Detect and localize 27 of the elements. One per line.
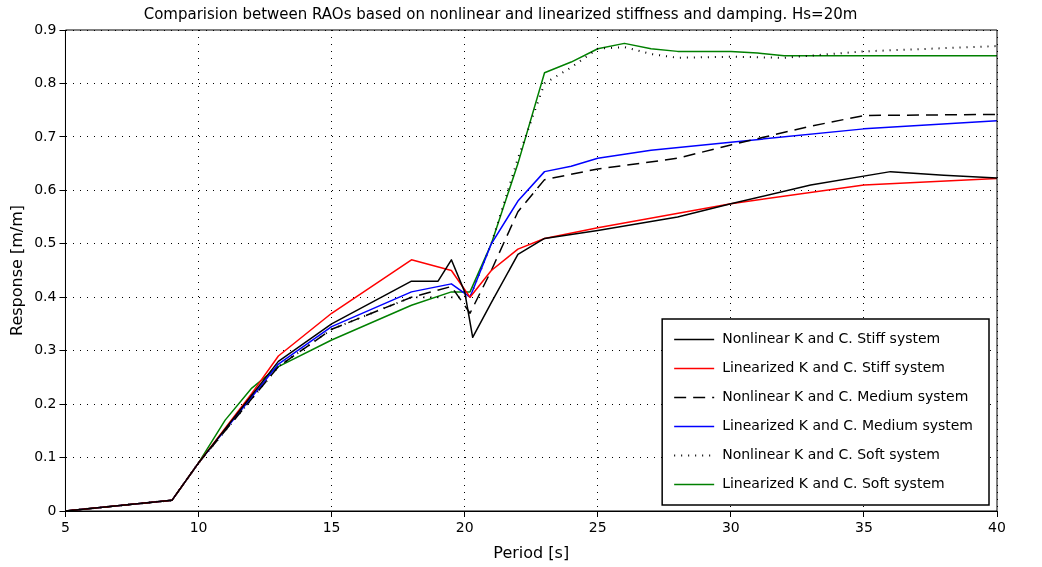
legend-label: Nonlinear K and C. Medium system (722, 388, 969, 405)
x-tick-label: 15 (322, 519, 341, 536)
chart-title: Comparision between RAOs based on nonlinear and linearized stiffness and damping. Hs=20m (143, 4, 858, 23)
legend-label: Nonlinear K and C. Soft system (722, 446, 940, 463)
y-tick-label: 0.6 (34, 180, 57, 197)
legend-label: Linearized K and C. Soft system (722, 475, 945, 492)
legend-label: Nonlinear K and C. Stiff system (722, 330, 941, 347)
y-tick-label: 0.1 (34, 448, 57, 465)
x-tick-label: 20 (455, 519, 474, 536)
y-tick-label: 0.5 (34, 234, 57, 251)
y-tick-label: 0.8 (34, 74, 57, 91)
x-tick-label: 5 (61, 519, 70, 536)
y-axis-title: Response [m/m] (6, 205, 26, 336)
x-tick-label: 10 (189, 519, 208, 536)
x-axis-title: Period [s] (493, 542, 570, 562)
y-tick-label: 0.2 (34, 394, 57, 411)
x-tick-label: 40 (988, 519, 1006, 536)
y-tick-label: 0.4 (34, 287, 57, 304)
y-tick-label: 0.9 (34, 20, 57, 37)
y-tick-label: 0.7 (34, 127, 57, 144)
y-tick-label: 0.3 (34, 341, 57, 358)
legend-label: Linearized K and C. Stiff system (722, 359, 945, 376)
x-tick-label: 35 (855, 519, 873, 536)
y-tick-label: 0 (47, 501, 57, 518)
legend-label: Linearized K and C. Medium system (722, 417, 974, 434)
x-tick-label: 30 (721, 519, 740, 536)
x-tick-label: 25 (588, 519, 607, 536)
